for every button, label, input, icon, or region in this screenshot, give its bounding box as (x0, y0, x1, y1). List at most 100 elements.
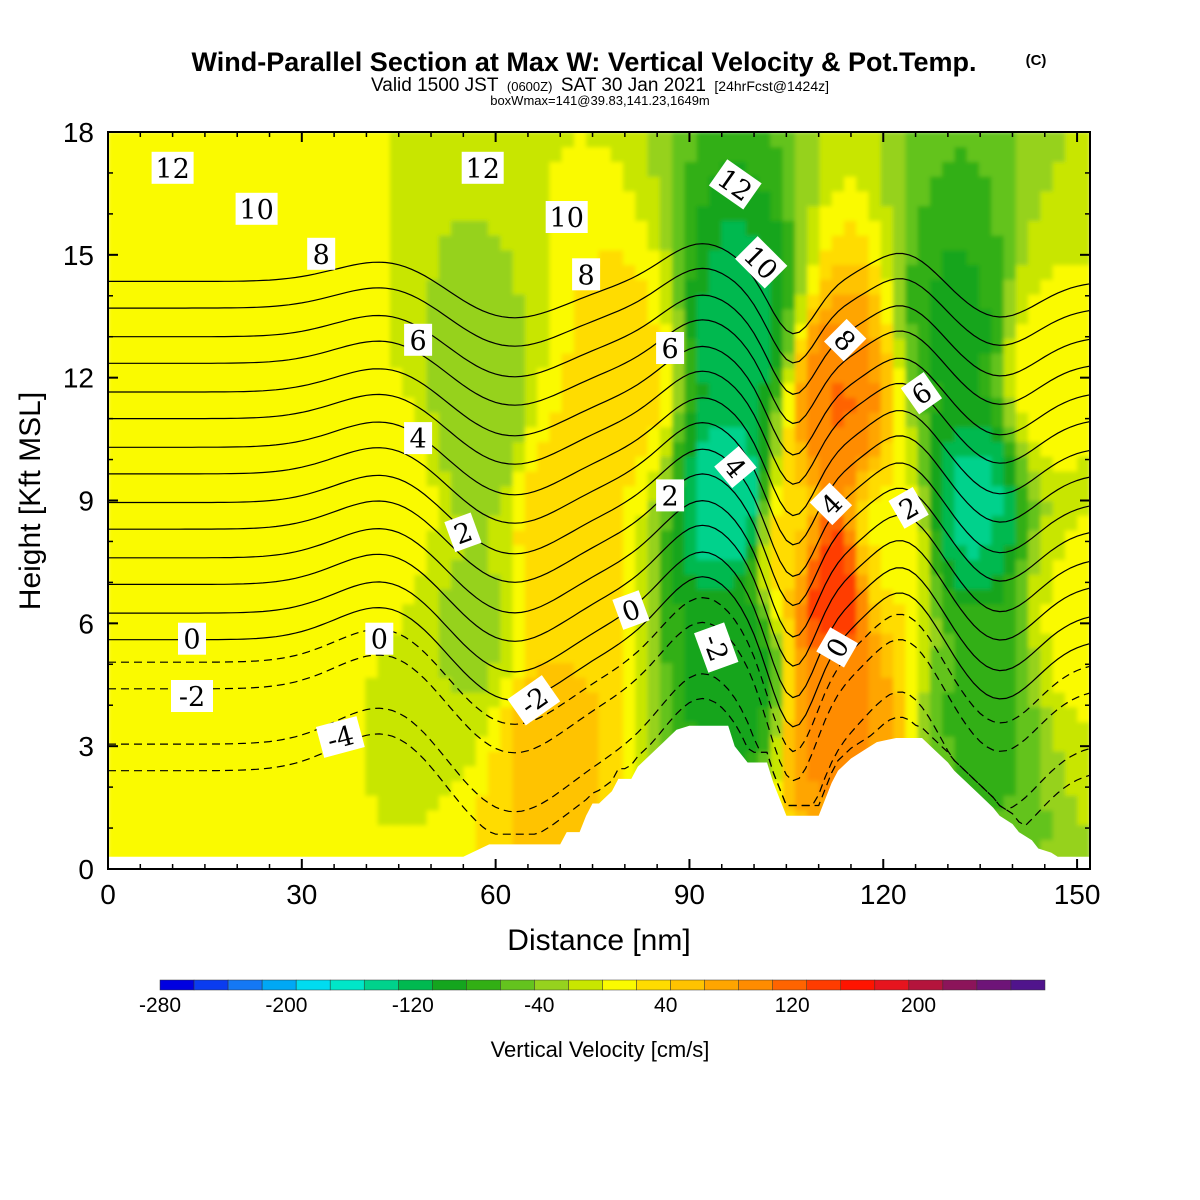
w-cell (340, 367, 354, 384)
w-cell (1064, 721, 1079, 737)
colorbar-cell (976, 979, 1012, 991)
w-cell (144, 234, 158, 251)
w-cell (1064, 470, 1079, 487)
w-cell (181, 662, 195, 678)
w-cell (119, 558, 134, 575)
w-cell (672, 205, 686, 221)
w-cell (303, 706, 318, 723)
w-cell (181, 190, 195, 207)
w-cell (537, 500, 551, 516)
w-cell (586, 780, 600, 796)
w-cell (770, 558, 784, 575)
w-cell (254, 485, 269, 501)
w-cell (193, 367, 207, 384)
w-cell (844, 426, 858, 443)
w-cell (353, 809, 367, 826)
w-cell (488, 750, 502, 767)
w-cell (205, 205, 219, 221)
w-cell (782, 190, 796, 207)
w-cell (451, 411, 465, 428)
w-cell (463, 485, 477, 501)
w-cell (708, 691, 723, 708)
w-cell (316, 175, 330, 192)
w-cell (598, 219, 612, 236)
w-cell (954, 441, 968, 457)
w-cell (905, 441, 919, 457)
w-cell (108, 676, 121, 693)
w-cell (267, 588, 281, 605)
w-cell (647, 691, 661, 708)
w-cell (279, 249, 293, 266)
w-cell (132, 367, 146, 384)
w-cell (745, 544, 760, 560)
w-cell (1028, 721, 1042, 737)
w-cell (966, 337, 981, 354)
w-cell (156, 544, 170, 560)
w-cell (598, 352, 612, 369)
w-cell (696, 500, 710, 516)
w-cell (1040, 691, 1054, 708)
w-cell (586, 617, 600, 634)
w-cell (537, 470, 551, 487)
w-cell (377, 662, 391, 678)
w-cell (807, 278, 821, 295)
w-cell (733, 219, 747, 236)
w-cell (438, 323, 453, 339)
w-cell (377, 132, 391, 148)
w-cell (451, 588, 465, 605)
w-cell (254, 647, 269, 664)
w-cell (770, 219, 784, 236)
w-cell (635, 411, 649, 428)
w-cell (794, 455, 809, 472)
w-cell (353, 219, 367, 236)
w-cell (438, 544, 453, 560)
w-cell (500, 219, 514, 236)
w-cell (844, 558, 858, 575)
w-cell (831, 234, 845, 251)
w-cell (340, 323, 354, 339)
w-cell (844, 396, 858, 413)
w-cell (316, 337, 330, 354)
w-cell (623, 514, 637, 531)
w-cell (144, 780, 158, 796)
w-cell (451, 647, 465, 664)
w-cell (168, 470, 183, 487)
w-cell (475, 780, 490, 796)
w-cell (426, 500, 440, 516)
w-cell (573, 750, 588, 767)
w-cell (205, 234, 219, 251)
w-cell (414, 824, 428, 841)
w-cell (573, 662, 588, 678)
w-cell (303, 809, 318, 826)
w-cell (217, 278, 232, 295)
w-cell (880, 691, 895, 708)
w-cell (745, 308, 760, 325)
w-cell (108, 160, 121, 177)
w-cell (561, 794, 575, 811)
w-cell (267, 706, 281, 723)
w-cell (168, 765, 183, 782)
w-cell (524, 765, 539, 782)
w-cell (205, 337, 219, 354)
y-axis-label: Height [Kft MSL] (14, 392, 47, 610)
contour-label-box (656, 479, 685, 512)
w-cell (242, 500, 256, 516)
w-cell (463, 219, 477, 236)
contour-label-text: 6 (662, 334, 679, 365)
w-cell (524, 234, 539, 251)
w-cell (573, 132, 588, 148)
w-cell (303, 691, 318, 708)
w-cell (684, 278, 698, 295)
w-cell (745, 632, 760, 649)
w-cell (488, 573, 502, 590)
w-cell (745, 160, 760, 177)
w-cell (414, 485, 428, 501)
w-cell (402, 234, 416, 251)
w-cell (745, 735, 760, 752)
w-cell (1015, 721, 1030, 737)
w-cell (893, 308, 907, 325)
w-cell (414, 308, 428, 325)
w-cell (708, 132, 723, 148)
w-cell (267, 411, 281, 428)
w-cell (217, 558, 232, 575)
